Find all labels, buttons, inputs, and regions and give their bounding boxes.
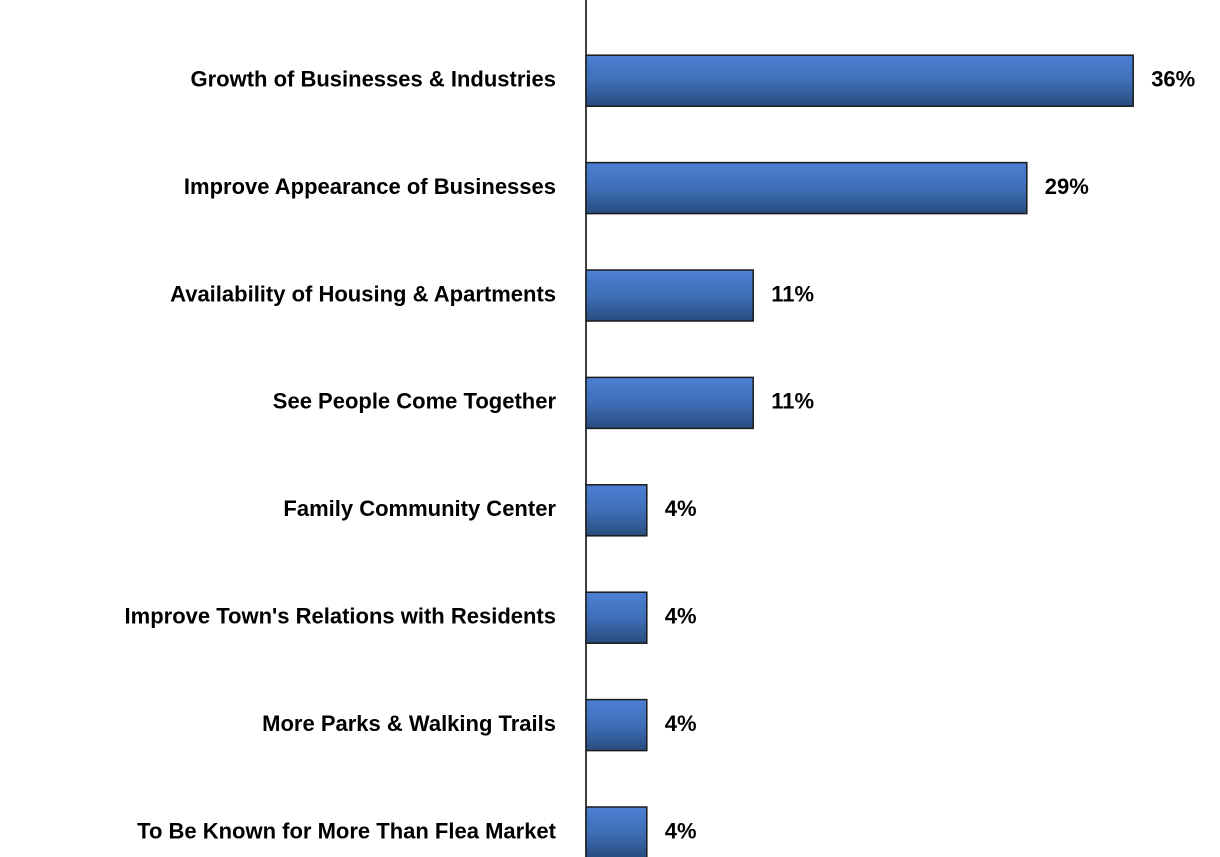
bar (585, 376, 754, 430)
category-label: Improve Town's Relations with Residents (125, 604, 556, 629)
category-label: Family Community Center (283, 496, 556, 521)
bar (585, 269, 754, 322)
bar (585, 484, 648, 537)
category-label: Growth of Businesses & Industries (190, 67, 556, 92)
category-label: To Be Known for More Than Flea Market (137, 818, 557, 843)
value-label: 4% (665, 604, 697, 629)
value-label: 29% (1045, 174, 1089, 199)
category-label: Improve Appearance of Businesses (184, 174, 556, 199)
bar (585, 806, 648, 857)
value-label: 4% (665, 711, 697, 736)
value-label: 11% (771, 281, 814, 306)
category-label: Availability of Housing & Apartments (170, 281, 556, 306)
value-label: 11% (771, 389, 814, 414)
category-label: More Parks & Walking Trails (262, 711, 556, 736)
bar (585, 54, 1134, 107)
bar (585, 161, 1028, 215)
bar (585, 698, 648, 752)
value-label: 4% (665, 496, 697, 521)
value-label: 4% (665, 818, 697, 843)
bar (585, 591, 648, 644)
category-label: See People Come Together (273, 389, 557, 414)
value-label: 36% (1151, 67, 1195, 92)
